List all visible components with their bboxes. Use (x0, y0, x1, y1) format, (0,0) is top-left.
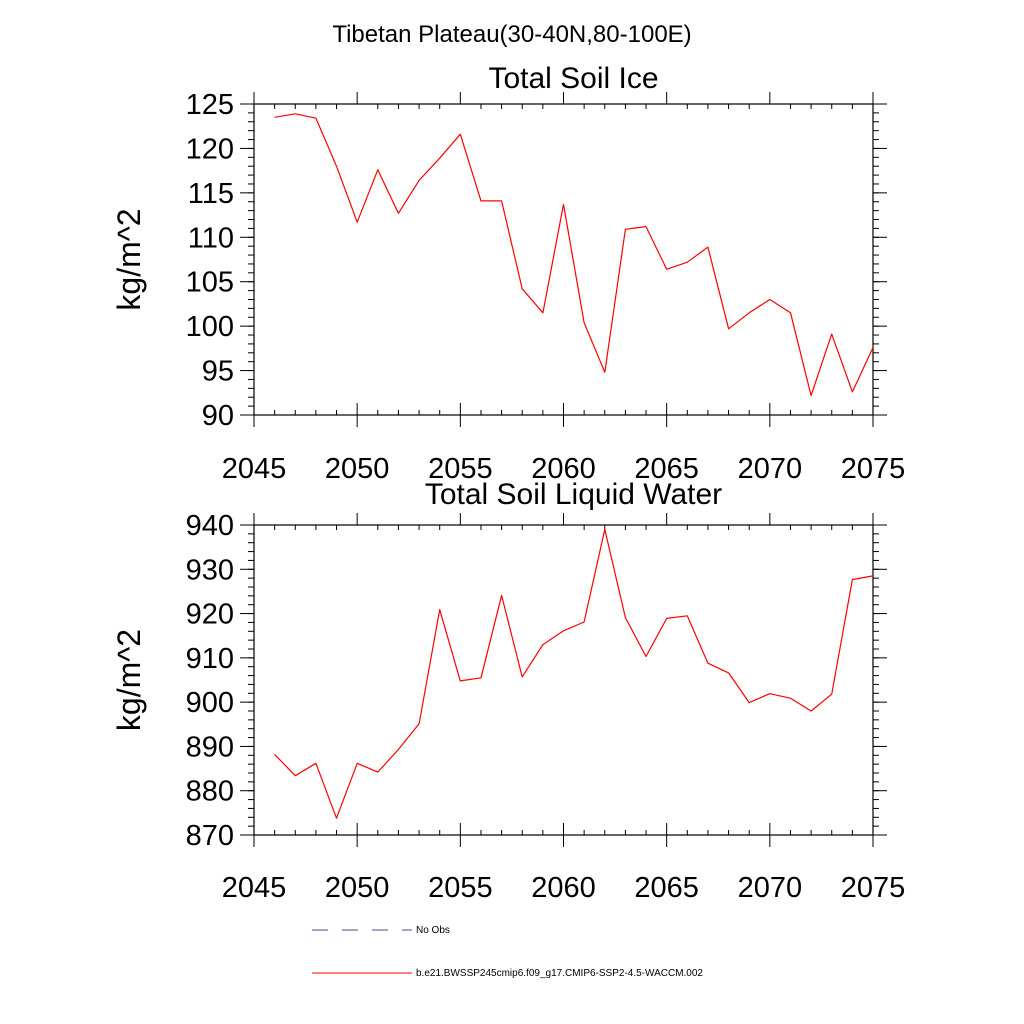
plot-frame (253, 103, 874, 416)
y-tick-label: 930 (186, 554, 234, 586)
y-tick-label: 120 (186, 133, 234, 165)
legend-label-model: b.e21.BWSSP245cmip6.f09_g17.CMIP6-SSP2-4… (416, 968, 703, 979)
x-tick-label: 2050 (325, 872, 390, 904)
x-tick-label: 2065 (634, 872, 699, 904)
figure-suptitle: Tibetan Plateau(30-40N,80-100E) (332, 21, 691, 48)
y-tick-label: 90 (202, 400, 234, 432)
y-tick-label: 105 (186, 267, 234, 299)
y-tick-label: 920 (186, 599, 234, 631)
x-tick-label: 2045 (222, 453, 287, 485)
y-tick-label: 110 (188, 222, 234, 254)
x-tick-label: 2070 (738, 453, 803, 485)
y-tick-label: 890 (186, 731, 234, 763)
x-tick-label: 2055 (428, 453, 493, 485)
y-tick-label: 100 (186, 311, 234, 343)
x-tick-label: 2070 (738, 872, 803, 904)
y-tick-label: 880 (186, 776, 234, 808)
x-tick-label: 2050 (325, 453, 390, 485)
chart-title: Total Soil Ice (488, 62, 658, 95)
y-tick-label: 900 (186, 687, 234, 719)
series-line (274, 113, 874, 397)
plot-frame (253, 524, 874, 836)
chart-title: Total Soil Liquid Water (425, 478, 722, 511)
x-tick-label: 2055 (428, 872, 493, 904)
legend-label-no-obs: No Obs (416, 925, 450, 936)
panel-total-soil-liquid-water: Total Soil Liquid Water kg/m^2 2045 2050 205… (111, 478, 905, 904)
x-tick-label: 2060 (531, 872, 596, 904)
y-tick-label: 95 (202, 356, 234, 388)
x-tick-label: 2060 (531, 453, 596, 485)
y-tick-label: 910 (186, 643, 234, 675)
y-axis-label: kg/m^2 (111, 629, 147, 731)
y-axis-label: kg/m^2 (111, 208, 147, 310)
series-line (274, 528, 874, 819)
x-tick-label: 2075 (841, 872, 906, 904)
x-tick-label: 2045 (222, 872, 287, 904)
y-tick-label: 115 (188, 178, 234, 210)
y-tick-label: 125 (186, 89, 234, 121)
x-tick-label: 2075 (841, 453, 906, 485)
legend: No Obs b.e21.BWSSP245cmip6.f09_g17.CMIP6… (312, 925, 703, 979)
y-tick-label: 940 (186, 510, 234, 542)
x-tick-label: 2065 (634, 453, 699, 485)
panel-total-soil-ice: Total Soil Ice kg/m^2 2045 2050 2055 2060 2065… (111, 62, 905, 485)
y-tick-label: 870 (186, 820, 234, 852)
